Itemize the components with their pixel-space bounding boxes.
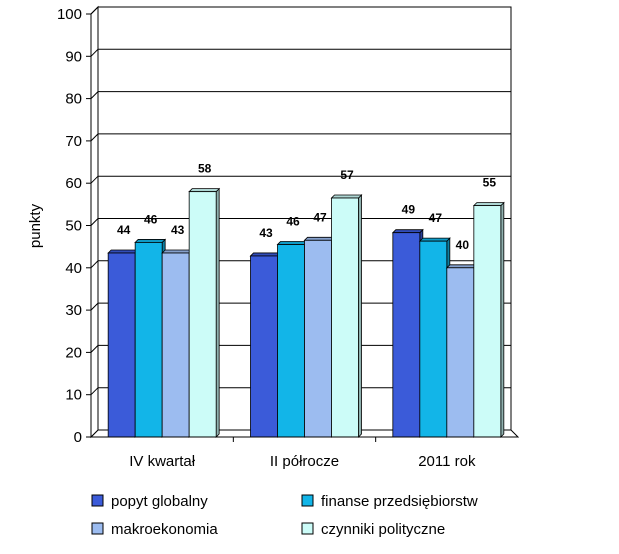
- bar: [107, 252, 136, 438]
- bars: [107, 187, 505, 438]
- data-label: 46: [144, 212, 158, 226]
- gridline: [90, 302, 511, 311]
- bar: [419, 240, 448, 438]
- legend-swatch: [91, 522, 104, 535]
- bar-top: [188, 188, 221, 193]
- x-tick-label: II półrocze: [270, 453, 339, 470]
- y-tick-label: 10: [65, 387, 82, 404]
- data-label: 58: [198, 162, 212, 176]
- bar: [188, 191, 217, 438]
- y-tick-label: 60: [65, 175, 82, 192]
- gridline: [90, 387, 511, 396]
- legend: popyt globalny finanse przedsiębiorstw mak…: [91, 493, 478, 538]
- bar-top: [472, 202, 505, 207]
- data-label: 47: [313, 210, 327, 224]
- y-tick-label: 80: [65, 91, 82, 108]
- gridline: [90, 218, 511, 226]
- y-tick-label: 20: [65, 344, 82, 361]
- legend-swatch: [301, 494, 314, 507]
- bar-top: [330, 194, 363, 199]
- bar-top: [418, 237, 451, 242]
- bar: [392, 232, 421, 438]
- bar-top: [161, 249, 194, 254]
- bar-side: [358, 194, 362, 438]
- labels: 0 10 20 30 40 50 60 70 80 90 100 IV kwartał 44 46 43 58…: [57, 6, 496, 470]
- bar: [304, 239, 332, 438]
- x-tick-label: 2011 rok: [418, 453, 476, 470]
- data-label: 49: [402, 203, 416, 217]
- bar: [331, 197, 359, 438]
- legend-label: finanse przedsiębiorstw: [321, 493, 478, 510]
- legend-label: makroekonomia: [111, 521, 218, 538]
- bar-top: [107, 249, 140, 254]
- bar: [134, 242, 163, 438]
- y-tick-label: 90: [65, 48, 82, 65]
- data-label: 40: [456, 238, 470, 252]
- gridline: [90, 6, 511, 15]
- bar: [250, 255, 278, 438]
- gridline: [90, 344, 511, 353]
- bar: [277, 244, 305, 438]
- bar: [161, 252, 190, 438]
- data-label: 57: [340, 168, 354, 182]
- axes: [86, 13, 518, 442]
- bar: [473, 205, 502, 438]
- legend-label: popyt globalny: [111, 493, 208, 510]
- y-tick-label: 50: [65, 218, 82, 235]
- data-label: 55: [483, 176, 497, 190]
- y-tick-label: 70: [65, 133, 82, 150]
- y-tick-label: 30: [65, 302, 82, 319]
- gridline: [90, 260, 511, 269]
- legend-swatch: [91, 494, 104, 507]
- bar-side: [215, 187, 220, 438]
- y-tick-label: 40: [65, 260, 82, 277]
- gridline: [90, 133, 511, 142]
- data-label: 47: [429, 211, 443, 225]
- bar-top: [303, 236, 336, 241]
- data-label: 43: [259, 226, 273, 240]
- bar-side: [500, 201, 505, 438]
- bar-top: [134, 239, 167, 243]
- bar-top: [276, 241, 309, 245]
- gridline: [90, 91, 511, 99]
- data-label: 46: [286, 215, 300, 229]
- bar: [446, 267, 475, 438]
- data-label: 43: [171, 223, 185, 237]
- gridline: [90, 48, 511, 57]
- bar-top: [249, 252, 282, 257]
- y-axis-label: punkty: [27, 203, 44, 248]
- bar-top: [445, 264, 478, 269]
- x-tick-label: IV kwartał: [129, 453, 196, 470]
- data-label: 44: [117, 223, 131, 237]
- y-tick-label: 100: [57, 6, 82, 23]
- legend-swatch: [301, 522, 314, 535]
- bar-top: [391, 229, 424, 234]
- gridline: [90, 175, 511, 184]
- y-tick-label: 0: [74, 429, 82, 446]
- legend-label: czynniki polityczne: [321, 521, 445, 538]
